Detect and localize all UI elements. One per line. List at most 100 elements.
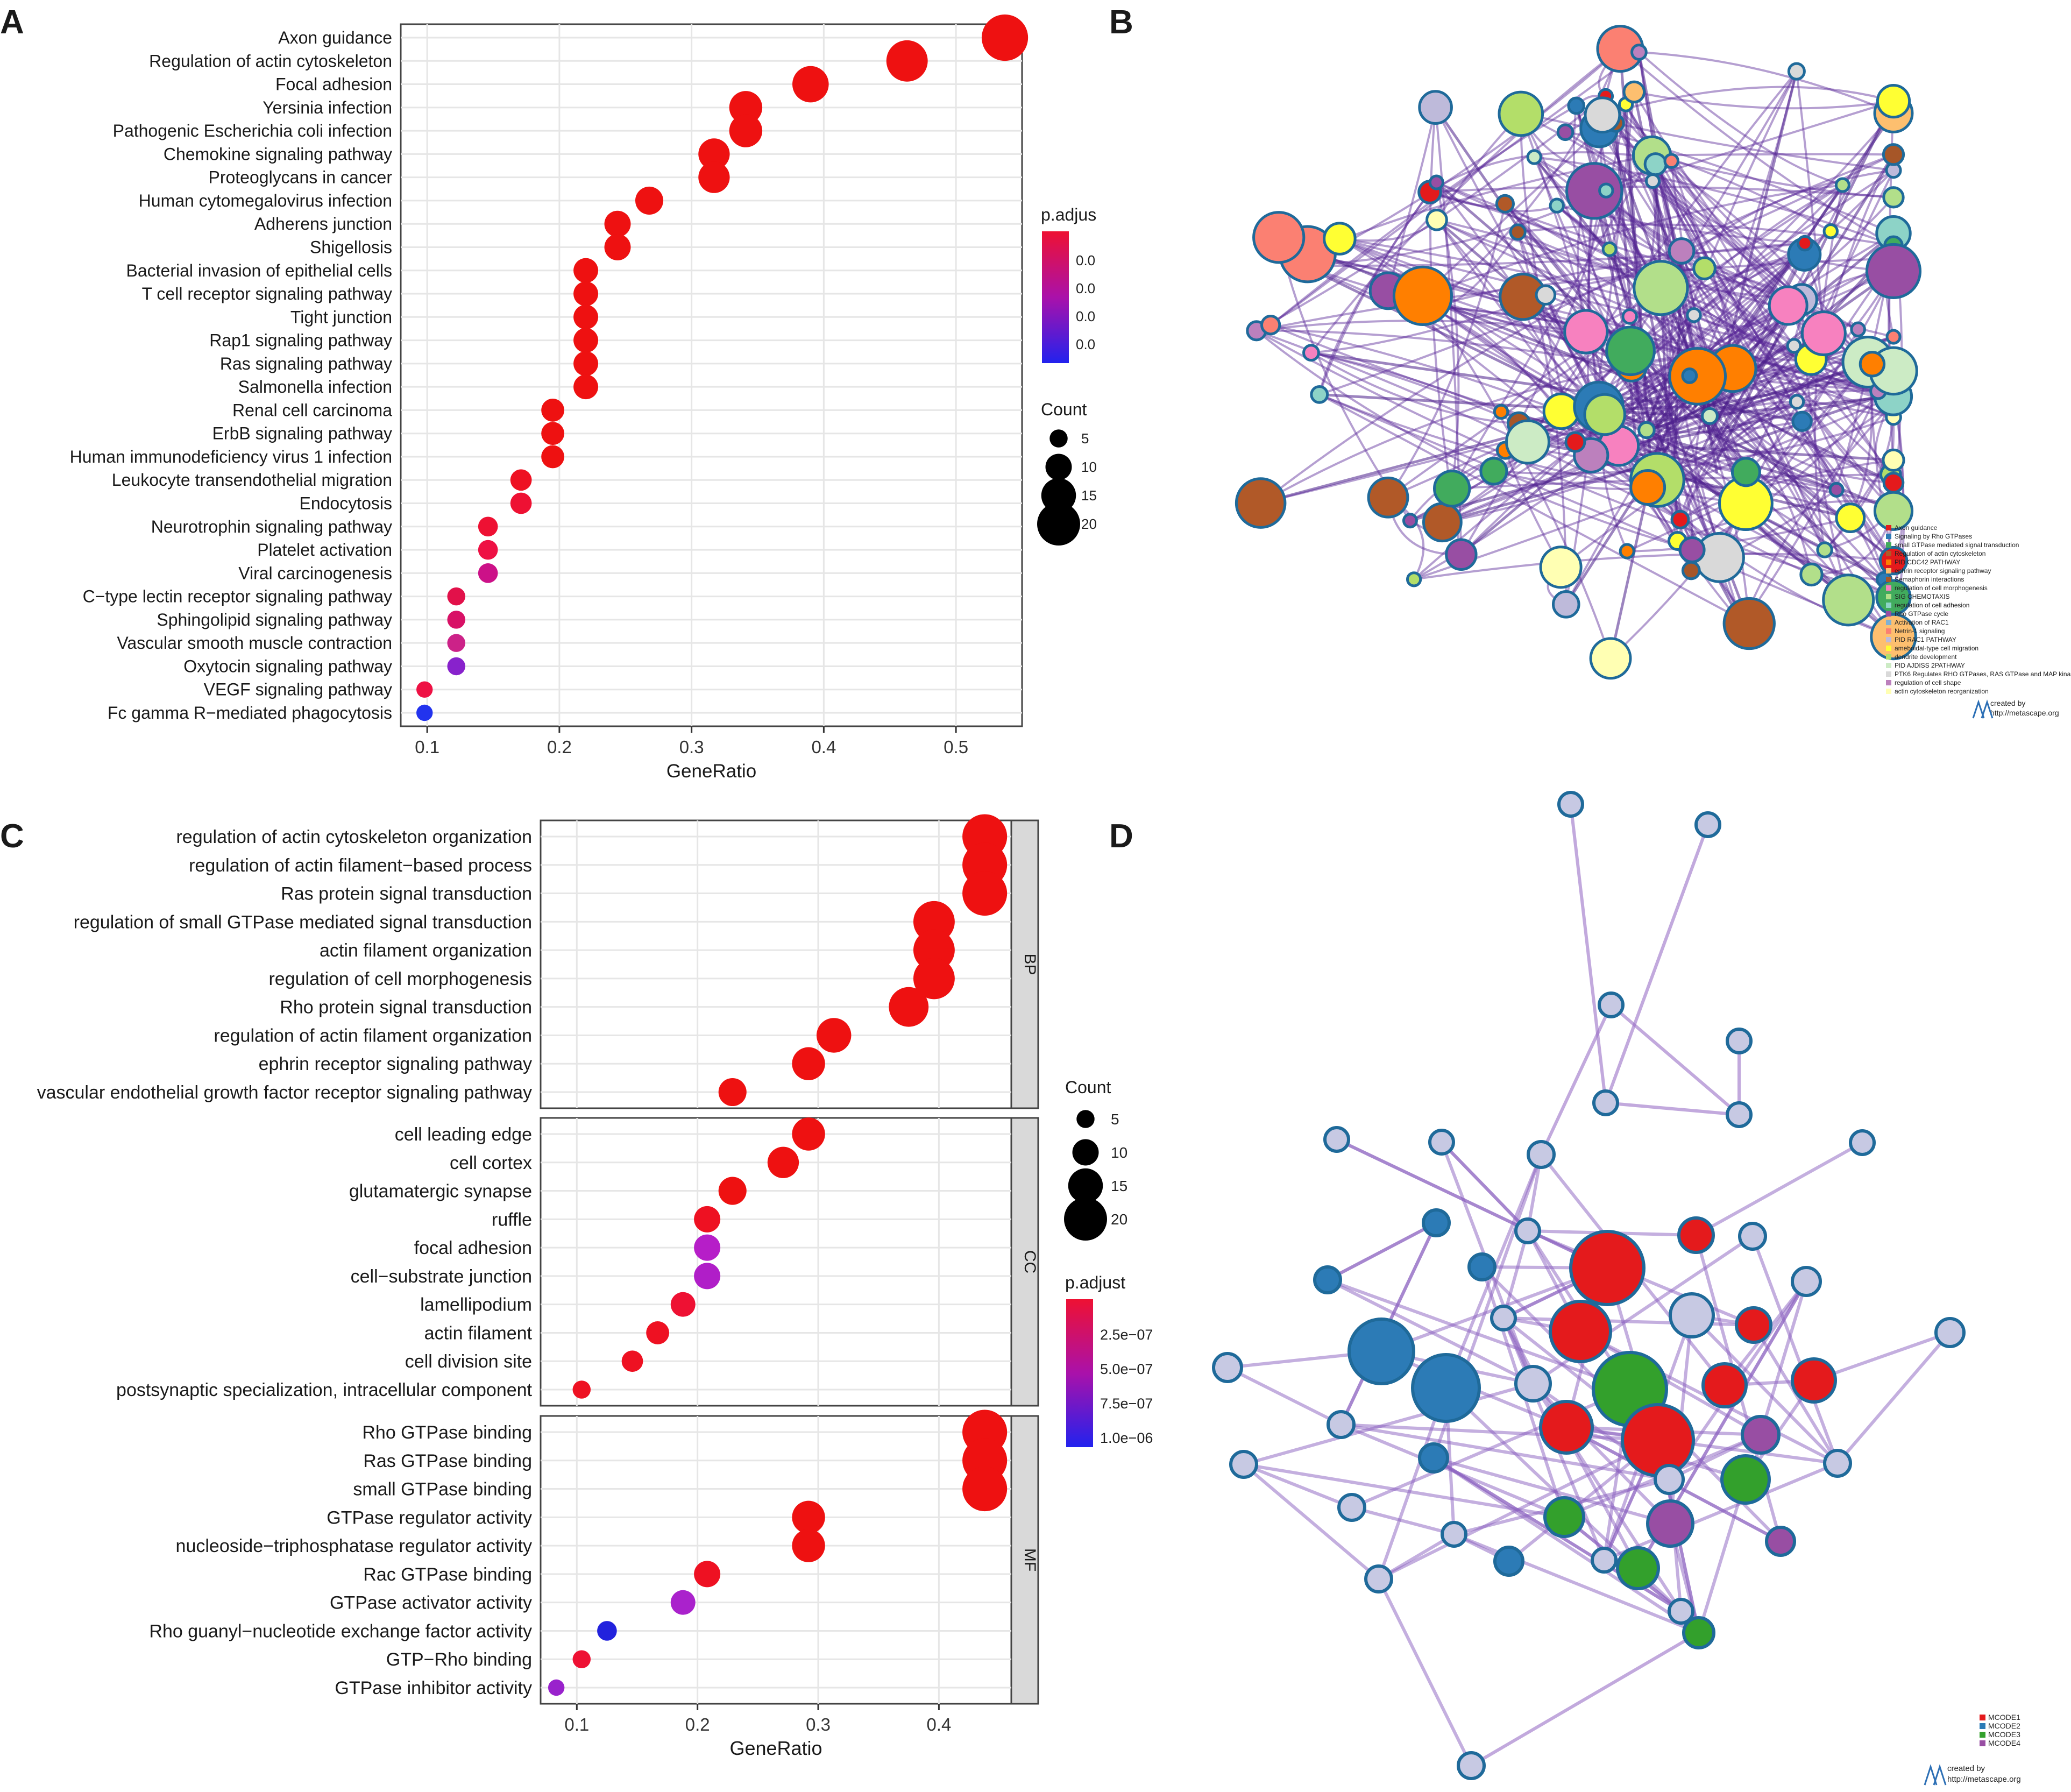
panel-a-color-legend-label: 0.0 [1076, 336, 1095, 352]
panel-b-legend-label: Activation of RAC1 [1895, 619, 1949, 626]
panel-d-node [1569, 1230, 1646, 1306]
panel-b-node [1367, 476, 1409, 519]
panel-b-edge [1442, 112, 1895, 523]
panel-c-y-label: GTPase activator activity [330, 1593, 532, 1613]
panel-c-strip-label: MF [1021, 1548, 1039, 1571]
panel-b-legend-swatch [1886, 585, 1891, 591]
panel-a-y-label: Platelet activation [257, 540, 392, 559]
panel-d-node [1527, 1140, 1556, 1169]
panel-d-node [1428, 1129, 1455, 1156]
panel-a-dot [573, 328, 598, 353]
panel-a-dotplot: 0.1 0.2 0.3 0.4 0.5 Axon guidance Regulation o… [70, 14, 1097, 782]
panel-b-node [1509, 223, 1527, 241]
panel-label-a: A [0, 4, 24, 41]
panel-c-dot [621, 1350, 643, 1372]
panel-b-legend-label: PID AJDISS 2PATHWAY [1895, 662, 1965, 669]
panel-c-strip-label: BP [1021, 953, 1039, 975]
panel-b-edge [1626, 401, 1895, 553]
panel-d-edge [1690, 1314, 1839, 1465]
panel-b-node [1859, 351, 1886, 378]
panel-d-edge [1243, 1382, 1534, 1466]
panel-b-legend-swatch [1886, 671, 1891, 677]
panel-a-dot [635, 186, 664, 215]
panel-b-edge [1256, 330, 1894, 599]
panel-d-node [1738, 1222, 1767, 1251]
panel-b-node [1730, 457, 1761, 487]
panel-a-dot [573, 374, 598, 400]
panel-a-dot [981, 14, 1029, 61]
panel-b-legend-label: actin cytoskeleton reorganization [1895, 688, 1989, 695]
panel-c-dot [962, 871, 1008, 916]
panel-b-edge [1256, 330, 1693, 551]
panel-c-size-legend-dot [1076, 1110, 1095, 1128]
panel-b-edge [1577, 122, 1616, 332]
panel-c-y-label: Ras GTPase binding [363, 1451, 532, 1471]
panel-c-dot [816, 1018, 852, 1053]
panel-b-node [1643, 152, 1668, 176]
panel-b-node [1816, 541, 1833, 558]
panel-d-edge [1540, 1004, 1613, 1156]
panel-a-size-legend-label: 20 [1081, 516, 1097, 532]
panel-b-edge [1339, 237, 1562, 412]
panel-b-edge [1429, 191, 1662, 289]
panel-a-size-legend-dot [1045, 454, 1072, 480]
panel-b-legend-swatch [1886, 542, 1891, 548]
panel-b-edge [1605, 190, 1721, 558]
panel-d-edge [1453, 1533, 1700, 1634]
panel-b-node [1556, 123, 1574, 141]
panel-c-size-legend-label: 15 [1111, 1178, 1127, 1194]
panel-d-edge [1605, 1101, 1740, 1116]
panel-b-legend-label: small GTPase mediated signal transductio… [1895, 541, 2019, 549]
panel-b-edge [1270, 324, 1894, 506]
panel-b-node [1402, 513, 1418, 529]
panel-b-legend-label: ephrin receptor signaling pathway [1895, 567, 1991, 575]
panel-c-dot [670, 1590, 696, 1615]
panel-c-size-legend-dot [1072, 1139, 1099, 1166]
panel-b-edge [1504, 203, 1895, 638]
panel-b-edge [1318, 393, 1750, 625]
panel-c-y-label: actin filament [424, 1323, 533, 1343]
panel-d-edge [1351, 1506, 1455, 1536]
panel-b-edge [1431, 306, 1612, 659]
panel-b-node [1392, 265, 1453, 326]
panel-a-dot [573, 304, 598, 330]
panel-a-dot [792, 66, 829, 103]
panel-a-color-legend-title: p.adjus [1041, 205, 1096, 224]
panel-d-credit-1: created by [1947, 1764, 1985, 1773]
panel-b-edge [1429, 185, 1894, 199]
panel-c-dot [646, 1321, 670, 1344]
panel-b-node [1235, 477, 1287, 529]
panel-a-x-axis-title: GeneRatio [666, 761, 756, 782]
panel-b-edge [1670, 160, 1895, 598]
panel-d-node [1726, 1028, 1753, 1054]
panel-b-node [1722, 597, 1776, 650]
panel-b-edge [1652, 180, 1894, 272]
panel-d-edge [1243, 1463, 1353, 1509]
panel-a-color-bar [1042, 231, 1069, 363]
panel-c-y-label: regulation of actin cytoskeleton organiz… [176, 827, 532, 847]
panel-c-y-label: GTP−Rho binding [386, 1649, 532, 1670]
panel-b-node [1495, 194, 1515, 214]
panel-b-edge [1522, 295, 1664, 442]
panel-b-edge [1422, 184, 1843, 297]
panel-b-legend-label: Regulation of actin cytoskeleton [1895, 550, 1985, 557]
panel-c-dot [694, 1263, 721, 1290]
panel-b-node [1563, 309, 1609, 355]
panel-b-edge [1646, 420, 1803, 434]
panel-b-node [1505, 419, 1551, 465]
panel-d-edge [1327, 1221, 1437, 1281]
panel-b-node [1850, 321, 1866, 338]
panel-a-size-legend-label: 10 [1081, 459, 1097, 475]
panel-d-legend-swatch [1980, 1723, 1985, 1729]
panel-d-edge [1502, 1230, 1529, 1319]
panel-b-edge [1260, 365, 1632, 504]
panel-c-y-label: regulation of actin filament organizatio… [214, 1025, 532, 1046]
panel-c-size-legend-label: 20 [1111, 1211, 1127, 1228]
panel-b-edge [1260, 153, 1894, 504]
panel-b-node [1692, 256, 1717, 281]
panel-a-y-label: Regulation of actin cytoskeleton [149, 51, 392, 70]
panel-a-dot [729, 91, 763, 124]
panel-d-legend-label: MCODE3 [1988, 1730, 2020, 1739]
panel-c-size-legend-label: 5 [1111, 1111, 1119, 1128]
panel-a-dot [447, 657, 465, 676]
